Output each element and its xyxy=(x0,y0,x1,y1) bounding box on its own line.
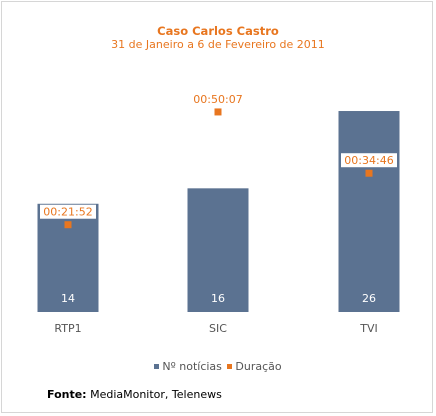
duration-label-bg-sic xyxy=(190,91,246,106)
duration-label-sic: 00:50:07 xyxy=(193,93,242,106)
chart-title: Caso Carlos Castro xyxy=(157,24,279,38)
bar-label-sic: 16 xyxy=(211,292,225,305)
duration-label-bg-rtp1 xyxy=(40,204,96,219)
duration-label-bg-tvi xyxy=(341,153,397,168)
legend-label-noticias: Nº notícias xyxy=(162,360,222,373)
legend-swatch-noticias xyxy=(154,363,160,369)
chart-legend: Nº notícias Duração xyxy=(0,360,436,373)
bar-sic xyxy=(187,188,249,312)
duration-point-tvi xyxy=(365,169,373,177)
source-label: Fonte: xyxy=(47,388,87,401)
chart-subtitle: 31 de Janeiro a 6 de Fevereiro de 2011 xyxy=(111,38,325,51)
legend-swatch-duracao xyxy=(227,363,233,369)
duration-point-rtp1 xyxy=(64,221,72,229)
category-label-sic: SIC xyxy=(209,322,227,335)
legend-label-duracao: Duração xyxy=(235,360,282,373)
legend-item-duracao: Duração xyxy=(227,360,282,373)
legend-item-noticias: Nº notícias xyxy=(154,360,222,373)
bar-label-rtp1: 14 xyxy=(61,292,75,305)
category-label-rtp1: RTP1 xyxy=(54,322,81,335)
bar-tvi xyxy=(338,111,400,313)
duration-label-rtp1: 00:21:52 xyxy=(43,206,92,219)
bar-label-tvi: 26 xyxy=(362,292,376,305)
source-text: MediaMonitor, Telenews xyxy=(86,388,222,401)
source-note: Fonte: MediaMonitor, Telenews xyxy=(47,388,222,401)
duration-label-tvi: 00:34:46 xyxy=(344,154,393,167)
category-label-tvi: TVI xyxy=(359,322,378,335)
duration-point-sic xyxy=(214,108,222,116)
